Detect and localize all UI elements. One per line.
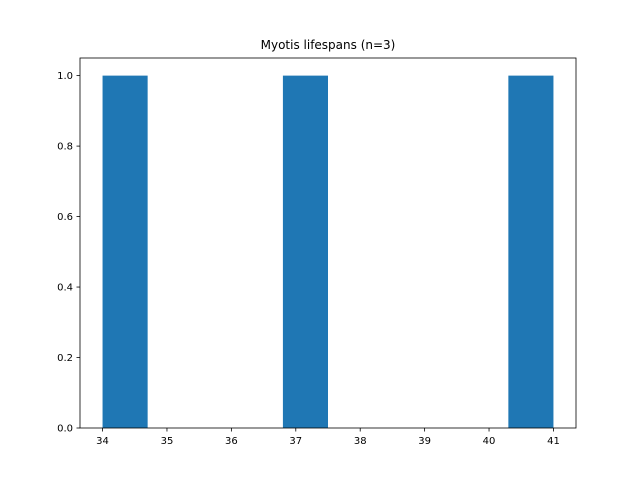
x-tick-label: 41 <box>547 436 560 447</box>
x-tick-label: 34 <box>96 436 109 447</box>
y-tick-label: 0.2 <box>57 353 73 364</box>
x-tick-label: 37 <box>289 436 302 447</box>
x-tick-label: 36 <box>225 436 238 447</box>
histogram-bar <box>102 75 148 429</box>
y-tick-label: 0.8 <box>57 142 73 153</box>
plot-frame <box>79 57 577 429</box>
bars-group <box>102 75 554 429</box>
y-tick-label: 0.4 <box>57 283 73 294</box>
x-tick-label: 38 <box>354 436 367 447</box>
chart-title: Myotis lifespans (n=3) <box>261 38 396 52</box>
histogram-bar <box>282 75 328 429</box>
y-tick-label: 0.6 <box>57 212 73 223</box>
y-tick-label: 0.0 <box>57 424 73 435</box>
histogram-bar <box>508 75 554 429</box>
x-tick-label: 40 <box>483 436 496 447</box>
x-axis: 34 35 36 37 38 39 40 41 <box>96 428 560 447</box>
x-tick-label: 35 <box>161 436 174 447</box>
x-tick-label: 39 <box>418 436 431 447</box>
y-axis: 0.0 0.2 0.4 0.6 0.8 1.0 <box>57 71 80 435</box>
y-tick-label: 1.0 <box>57 71 73 82</box>
